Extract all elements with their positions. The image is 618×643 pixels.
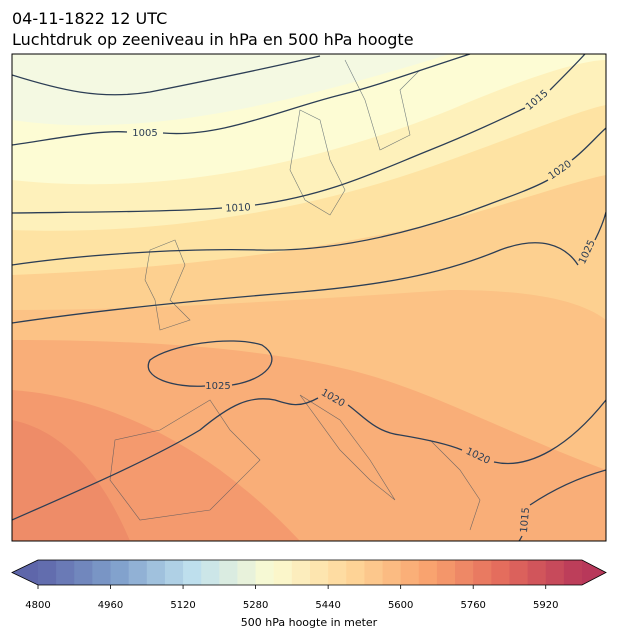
colorbar-tick-label: 5120 xyxy=(170,600,195,611)
colorbar-segment xyxy=(382,560,402,585)
colorbar-tick-label: 4960 xyxy=(98,600,123,611)
title: 04-11-1822 12 UTC xyxy=(12,9,167,28)
colorbar-segment xyxy=(545,560,565,585)
colorbar-segment xyxy=(255,560,275,585)
contour-label: 1010 xyxy=(225,202,251,214)
isobar xyxy=(12,55,321,96)
colorbar-segment xyxy=(527,560,547,585)
colorbar-segment xyxy=(56,560,75,585)
colorbar-tick-label: 5280 xyxy=(243,600,268,611)
contour-label: 1005 xyxy=(132,128,157,139)
contour-label: 1015 xyxy=(519,507,532,533)
colorbar-segment xyxy=(74,560,93,585)
colorbar-tick-label: 5440 xyxy=(315,600,340,611)
colorbar-tick-label: 5760 xyxy=(460,600,485,611)
isobar xyxy=(12,127,606,266)
colorbar-segment xyxy=(273,560,293,585)
colorbar-segment xyxy=(146,560,166,585)
colorbar-segment xyxy=(563,560,583,585)
colorbar-segment xyxy=(164,560,184,585)
colorbar-segment xyxy=(436,560,456,585)
colorbar-segment xyxy=(183,560,202,585)
isobar xyxy=(12,54,586,214)
colorbar-segment xyxy=(237,560,257,585)
colorbar-tick-label: 5600 xyxy=(388,600,413,611)
isobar xyxy=(12,397,606,521)
colorbar-segment xyxy=(291,560,311,585)
colorbar-label: 500 hPa hoogte in meter xyxy=(241,616,378,629)
colorbar-segment xyxy=(110,560,130,585)
colorbar-extend-high xyxy=(582,560,606,585)
colorbar-segment xyxy=(346,560,365,585)
colorbar-segment xyxy=(128,560,148,585)
colorbar-segment xyxy=(400,560,420,585)
isobar xyxy=(147,340,273,387)
colorbar-segment xyxy=(491,560,510,585)
colorbar: 4800 4960 5120 5280 5440 5600 5760 5920 500 hPa … xyxy=(11,559,607,629)
colorbar-extend-low xyxy=(12,560,38,585)
colorbar-tick-label: 5920 xyxy=(533,600,558,611)
colorbar-outline xyxy=(11,559,607,586)
isobar xyxy=(12,54,471,146)
colorbar-segment xyxy=(38,560,57,585)
isobar xyxy=(12,211,606,324)
subtitle: Luchtdruk op zeeniveau in hPa en 500 hPa… xyxy=(12,30,414,49)
colorbar-segment xyxy=(201,560,220,585)
colorbar-segment xyxy=(364,560,384,585)
colorbar-segment xyxy=(328,560,347,585)
colorbar-segment xyxy=(418,560,438,585)
colorbar-segment xyxy=(473,560,492,585)
contour-label: 1025 xyxy=(205,381,230,392)
colorbar-tick-label: 4800 xyxy=(25,600,50,611)
map-frame xyxy=(11,53,607,542)
colorbar-segment xyxy=(455,560,474,585)
map xyxy=(12,54,606,541)
colorbar-segment xyxy=(92,560,112,585)
colorbar-segment xyxy=(509,560,529,585)
colorbar-segment xyxy=(219,560,238,585)
colorbar-segment xyxy=(310,560,329,585)
